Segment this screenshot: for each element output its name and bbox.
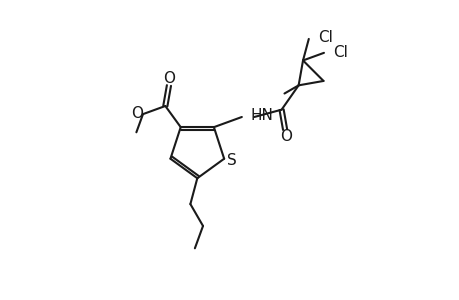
Text: HN: HN <box>250 108 273 123</box>
Text: O: O <box>163 71 175 86</box>
Text: O: O <box>279 129 291 144</box>
Text: O: O <box>131 106 143 121</box>
Text: S: S <box>226 153 236 168</box>
Text: Cl: Cl <box>333 45 347 60</box>
Text: Cl: Cl <box>318 30 332 45</box>
